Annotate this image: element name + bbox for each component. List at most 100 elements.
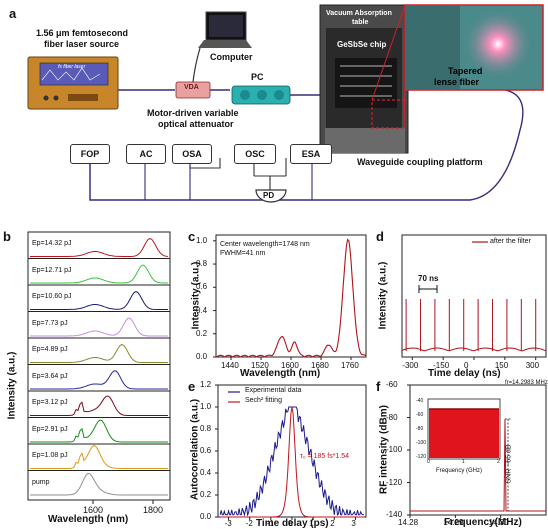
panel-c-ytick-label: 1.0 [196,235,208,245]
panel-d-xtick-label: 300 [525,361,540,370]
panel-e-frame [217,384,367,518]
panel-c-letter: c [188,229,196,244]
panel-f-inset-ytick-label: -120 [416,454,427,460]
computer-keyboard [198,40,252,48]
panel-b-letter: b [3,229,11,244]
panel-c-annotation-1: Center wavelength=1748 nm [220,241,310,248]
panel-e-xtick-label: 3 [351,519,356,528]
ac-box: AC [126,144,166,164]
computer-label: Computer [210,52,253,62]
panel-c-ytick-label: 0.0 [196,352,208,361]
panel-a-letter: a [9,6,17,21]
pc-label: PC [251,72,264,82]
panel-f-inset-ytick-label: -40 [416,398,424,404]
panel-f-inset-ytick-label: -100 [416,440,427,446]
panel-e-ytick-label: 0.6 [200,446,212,455]
panel-b-xtick-1600: 1600 [83,505,104,515]
panel-f-letter: f [376,379,381,394]
panel-e-legend-1: Experimental data [245,387,302,394]
panel-c-ytick-label: 0.6 [196,282,208,292]
panel-f-ytick-label: -120 [386,477,403,487]
panel-c-xtick-label: 1600 [281,361,299,370]
panel-f-fr: fr=14.2983 MHz [505,380,548,386]
panel-e-experimental [219,406,364,517]
attenuator-label-2: optical attenuator [158,119,234,129]
attenuator-label-1: Motor-driven variable [147,108,239,118]
laser-title-2: fiber laser source [44,39,120,49]
panel-f-inset-xlabel: Frequency (GHz) [436,468,483,474]
tapered-label-1: Tapered [448,66,483,76]
panel-e-ytick-label: 1.2 [200,380,212,389]
platform-label: Waveguide coupling platform [357,157,483,167]
panel-b-trace [30,237,169,257]
panel-e-xtick-label: 0 [288,519,293,528]
panel-b-trace-label: Ep=12.71 pJ [32,266,72,274]
panel-f-xtick-label: 14.30 [488,518,509,527]
panel-e-xtick-label: -2 [245,519,253,528]
panel-f-inset-xtick-label: 0 [427,459,430,465]
panel-e-xtick-label: -1 [266,519,274,528]
panel-b-trace-label: pump [32,478,50,486]
panel-b-frame [27,231,171,501]
panel-f-ytick-label: -140 [386,510,403,519]
pd-label: PD [263,191,275,200]
panel-b-trace [30,395,168,416]
vacuum-label-2: table [352,19,369,26]
panel-b-trace [30,317,168,337]
panel-d-legend: after the filter [490,238,531,245]
panel-e-ylabel: Autocorrelation (a.u.) [189,398,201,501]
panel-f-xtick-label: 14.28 [398,518,419,527]
panel-e-xtick-label: 1 [309,519,314,528]
panel-b-trace-label: Ep=3.12 pJ [32,399,68,406]
panel-b-trace-label: Ep=10.60 pJ [32,293,72,300]
panel-c-xtick-label: 1440 [221,361,239,370]
panel-c-ytick-label: 0.4 [196,305,208,315]
panel-c-xtick-label: 1680 [311,361,329,370]
vacuum-label-1: Vacuum Absorption [326,10,392,17]
panel-b-trace-label: Ep=4.89 pJ [32,346,68,353]
panel-c-ytick-label: 0.2 [196,328,208,338]
panel-d-ylabel: Intensity (a.u.) [377,261,389,330]
panel-f-inset-ytick-label: -60 [416,412,424,418]
panel-b-plot [27,231,171,504]
panel-b-trace-label: Ep=1.08 pJ [32,452,68,459]
vda-label: VDA [184,84,199,91]
panel-e-xtick-label: 2 [330,519,335,528]
osc-box: OSC [234,144,276,164]
panel-f-inset-fill [429,409,499,458]
panel-a-diagram [27,4,544,203]
panel-b-trace-label: Ep=3.64 pJ [32,372,68,380]
panel-d-period: 70 ns [418,274,439,283]
panel-e-ytick-label: 1.0 [200,402,212,411]
panel-d-plot [401,234,547,360]
laser-screen-text: fs fiber laser [58,64,86,70]
panel-c-plot [213,234,367,360]
panel-b-trace [30,343,168,363]
panel-b-trace [30,444,168,469]
panel-f-ytick-label: -100 [386,445,403,454]
panel-d-xtick-label: -150 [433,361,450,370]
panel-e-tau: τ₀ = 185 fs*1.54 [300,453,350,460]
panel-e-ytick-label: 0.2 [200,490,212,499]
fiber-path [89,89,524,201]
panel-d-letter: d [376,229,384,244]
pd-shape [255,189,287,203]
panel-e-legend-2: Sech² fitting [245,397,282,404]
fop-box: FOP [70,144,110,164]
panel-b-trace-label: Ep=2.91 pJ [32,425,68,433]
panel-e-xlabel: Time delay (ps) [256,518,329,529]
panel-b-trace [30,290,168,310]
panel-f-inset-xtick-label: 2 [497,459,500,465]
osa-box: OSA [172,144,212,164]
panel-e-letter: e [188,379,196,394]
panel-b-xlabel: Wavelength (nm) [48,514,129,525]
panel-e-ytick-label: 0.0 [200,512,212,521]
panel-e-ytick-label: 0.8 [200,424,212,433]
chip-label: GeSbSe chip [337,40,387,49]
panel-b-xtick-1800: 1800 [143,505,164,515]
panel-d-baseline [401,347,547,352]
panel-f-ytick-label: -80 [386,412,398,422]
panel-c-xtick-label: 1760 [341,361,359,370]
panel-d-xtick-label: -300 [402,361,419,370]
panel-f-inset-ytick-label: -80 [416,426,424,432]
